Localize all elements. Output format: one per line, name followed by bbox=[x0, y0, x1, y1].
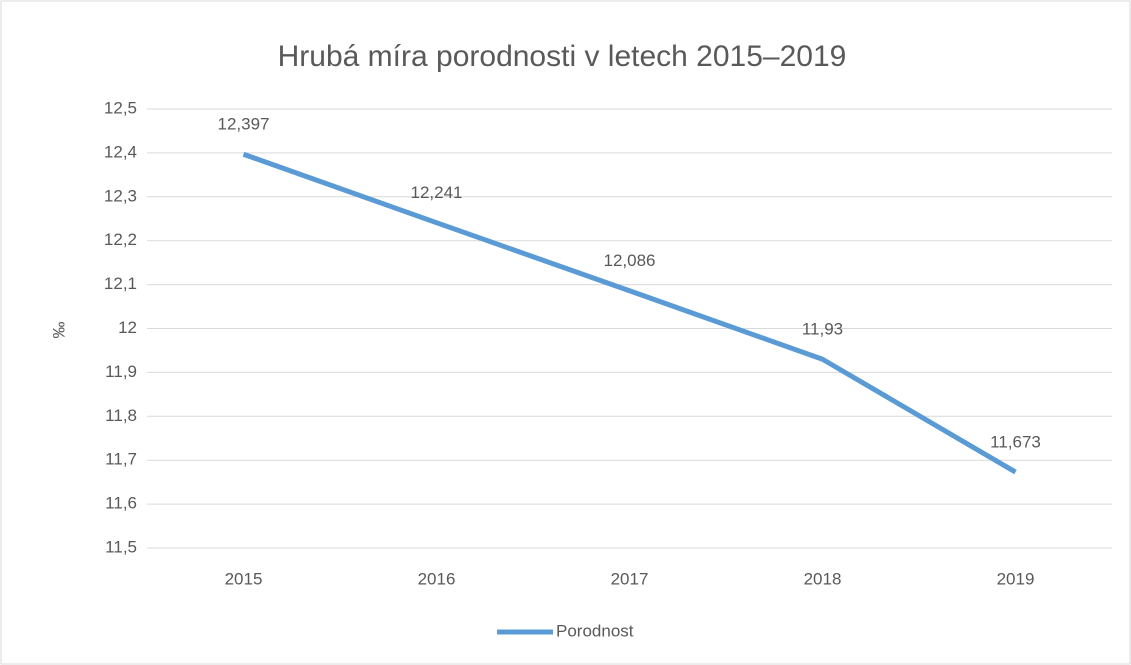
x-tick-label: 2018 bbox=[804, 569, 842, 588]
y-tick-label: 11,5 bbox=[105, 537, 137, 556]
y-tick-label: 12,5 bbox=[104, 98, 137, 117]
y-tick-label: 12,1 bbox=[104, 274, 137, 293]
data-line bbox=[242, 151, 1017, 475]
chart-title: Hrubá míra porodnosti v letech 2015–2019 bbox=[278, 40, 847, 73]
x-tick-label: 2016 bbox=[418, 569, 456, 588]
y-axis-label: ‰ bbox=[49, 322, 68, 339]
y-tick-label: 12,4 bbox=[104, 142, 137, 161]
x-tick-label: 2019 bbox=[997, 569, 1035, 588]
y-tick-label: 12,2 bbox=[104, 230, 137, 249]
y-tick-label: 11,7 bbox=[105, 450, 137, 469]
x-tick-label: 2015 bbox=[225, 569, 263, 588]
y-tick-label: 11,6 bbox=[105, 494, 137, 513]
data-label: 11,673 bbox=[990, 433, 1041, 452]
y-tick-label: 12 bbox=[118, 318, 137, 337]
data-label: 12,086 bbox=[604, 251, 656, 270]
x-tick-label: 2017 bbox=[611, 569, 649, 588]
data-label: 12,397 bbox=[218, 115, 270, 134]
y-tick-label: 12,3 bbox=[104, 186, 137, 205]
y-tick-label: 11,8 bbox=[105, 406, 137, 425]
data-label: 11,93 bbox=[802, 320, 843, 339]
y-tick-label: 11,9 bbox=[105, 362, 137, 381]
data-label: 12,241 bbox=[411, 183, 463, 202]
legend-label: Porodnost bbox=[556, 621, 634, 640]
